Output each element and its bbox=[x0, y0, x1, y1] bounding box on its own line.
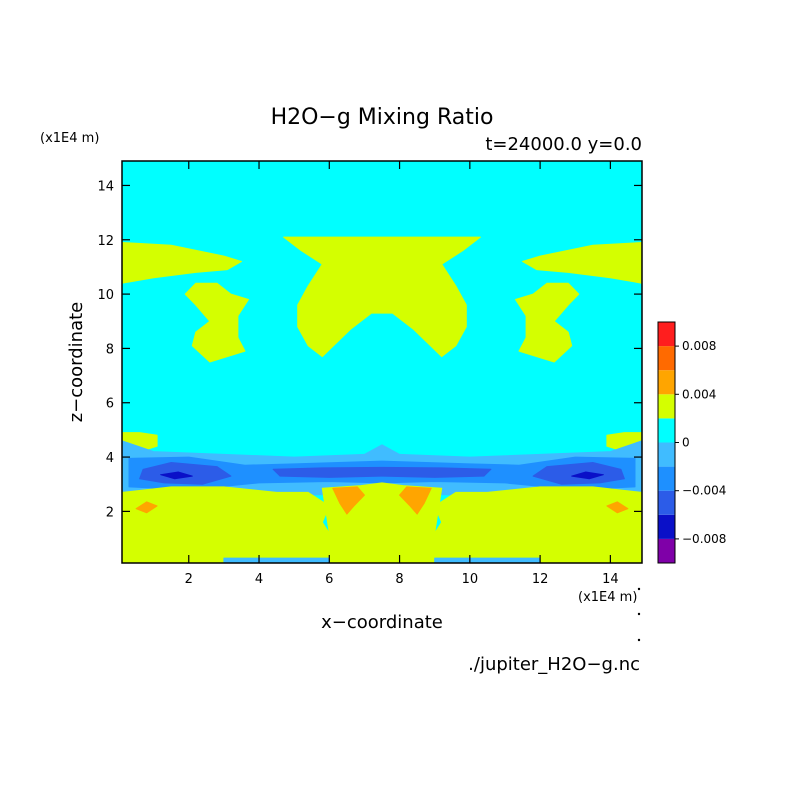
colorbar-swatch bbox=[658, 514, 675, 539]
colorbar-label: 0 bbox=[682, 436, 690, 450]
corner-mark bbox=[637, 587, 641, 591]
colorbar-swatch bbox=[658, 466, 675, 491]
y-tick-label: 8 bbox=[106, 342, 114, 357]
x-tick-label: 4 bbox=[255, 572, 263, 587]
contour-region-lower-floor bbox=[122, 513, 642, 563]
x-tick-label: 14 bbox=[602, 572, 619, 587]
colorbar-swatch bbox=[658, 538, 675, 563]
contour-region-dry-band-core-left bbox=[139, 462, 232, 485]
contour-region-dry-band-minimum-right bbox=[571, 471, 604, 480]
contour-region-upper-right-blob bbox=[515, 282, 580, 363]
plot-area: 2 4 6 8 10 12 14 2 4 6 8 10 12 14 bbox=[97, 160, 643, 587]
colorbar-swatch bbox=[658, 346, 675, 371]
x-tick-label: 10 bbox=[462, 572, 479, 587]
corner-mark bbox=[637, 638, 641, 642]
contour-region-dry-band-minimum-left bbox=[160, 471, 193, 480]
x-unit-label: (x1E4 m) bbox=[578, 590, 637, 605]
colorbar-label: −0.008 bbox=[682, 532, 726, 546]
colorbar-swatch bbox=[658, 490, 675, 515]
y-tick-label: 6 bbox=[106, 397, 114, 412]
plot-frame bbox=[121, 160, 643, 564]
colorbar-swatch bbox=[658, 442, 675, 467]
colorbar-label: −0.004 bbox=[682, 484, 726, 498]
x-tick-label: 2 bbox=[185, 572, 193, 587]
chart-title: H2O−g Mixing Ratio bbox=[271, 105, 494, 130]
contour-region-orange-arc-left bbox=[135, 501, 158, 514]
y-tick-label: 2 bbox=[106, 505, 114, 520]
contour-region-dry-band-core-right bbox=[532, 462, 625, 485]
colorbar-label: 0.004 bbox=[682, 387, 716, 401]
colorbar: 0.008 0.004 0 −0.004 −0.008 bbox=[657, 321, 726, 564]
y-axis-label: z−coordinate bbox=[66, 302, 87, 423]
x-tick-label: 8 bbox=[395, 572, 403, 587]
corner-marks bbox=[637, 587, 641, 642]
y-tick-label: 10 bbox=[97, 288, 114, 303]
contour-region-floor-dry-strip bbox=[223, 557, 330, 563]
x-axis-label: x−coordinate bbox=[321, 612, 443, 633]
chart-subtitle: t=24000.0 y=0.0 bbox=[485, 134, 642, 155]
colorbar-swatch bbox=[658, 394, 675, 419]
y-unit-label: (x1E4 m) bbox=[40, 131, 99, 146]
source-file-label: ./jupiter_H2O−g.nc bbox=[468, 654, 640, 675]
colorbar-swatch bbox=[658, 322, 675, 347]
contour-region-upper-center-blob bbox=[283, 236, 481, 358]
x-tick-label: 12 bbox=[532, 572, 549, 587]
contour-region-upper-band-left bbox=[122, 242, 242, 284]
contour-region-upper-left-blob bbox=[184, 282, 249, 363]
contour-region-dry-band-core-center bbox=[272, 466, 492, 478]
contour-region-orange-plume-left bbox=[332, 486, 365, 515]
contour-region-floor-dry-strip-2 bbox=[434, 557, 541, 563]
x-tick-label: 6 bbox=[325, 572, 333, 587]
corner-mark bbox=[637, 612, 641, 616]
colorbar-label: 0.008 bbox=[682, 339, 716, 353]
colorbar-swatch bbox=[658, 370, 675, 395]
y-tick-label: 14 bbox=[97, 179, 114, 194]
y-tick-label: 12 bbox=[97, 234, 114, 249]
colorbar-swatch bbox=[658, 418, 675, 443]
contour-region-orange-plume-right bbox=[399, 486, 432, 515]
y-tick-label: 4 bbox=[106, 451, 114, 466]
contour-region-orange-arc-right bbox=[606, 501, 629, 514]
contour-region-upper-band-right bbox=[522, 242, 642, 284]
